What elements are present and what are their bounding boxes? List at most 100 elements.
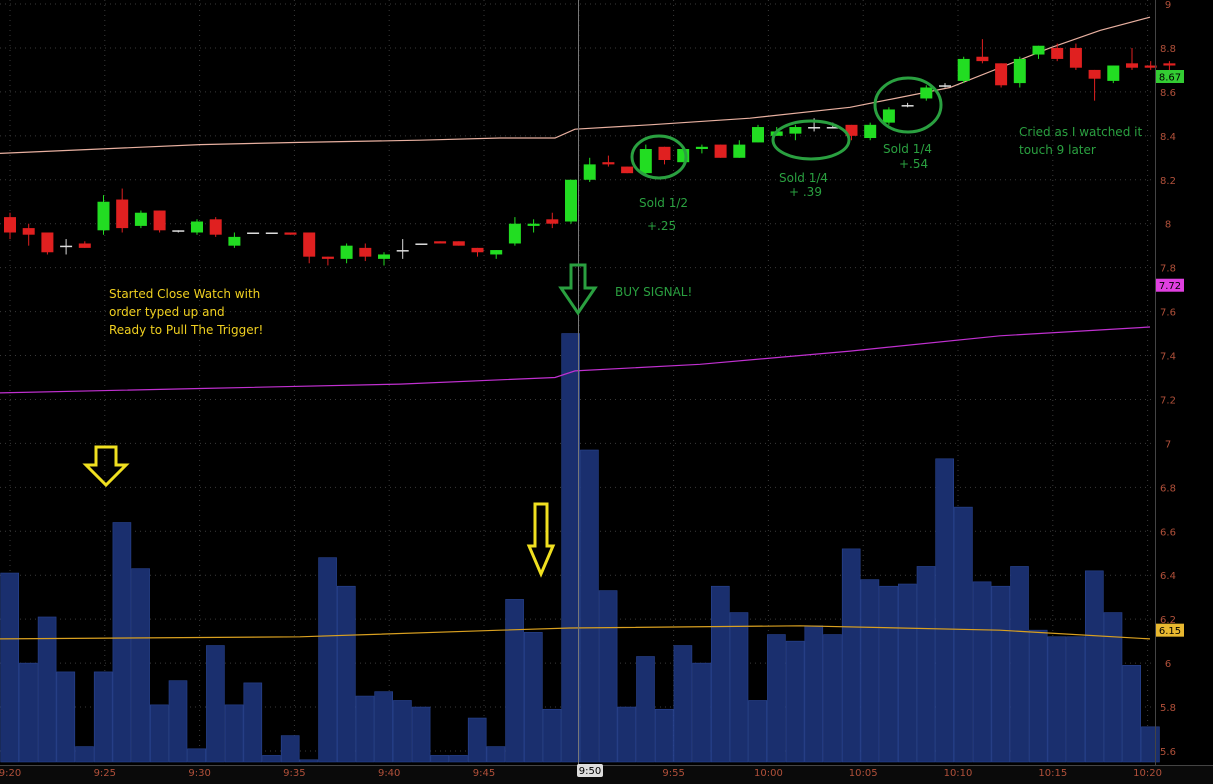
volume-bar <box>318 557 337 763</box>
y-tick-label: 7.6 <box>1160 308 1176 319</box>
y-tick-label: 7.2 <box>1160 395 1176 406</box>
volume-bar <box>206 645 225 763</box>
candle-body <box>41 232 54 253</box>
candle-body <box>1163 63 1176 66</box>
candle-body <box>714 144 727 158</box>
x-axis-ticks: 9:20 9:25 9:30 9:35 9:40 9:45 9:55 10:00 10:05 10… <box>0 768 1162 779</box>
x-tick-label: 9:55 <box>662 768 684 779</box>
x-tick-label: 9:35 <box>283 768 305 779</box>
y-tick-label: 9 <box>1165 0 1171 11</box>
volume-bar <box>617 706 637 763</box>
candle-body <box>191 221 203 233</box>
candle-body <box>939 85 951 87</box>
annotation-shapes <box>82 76 943 578</box>
price-badges: 8.677.726.15 <box>1156 70 1184 637</box>
lower-band-line <box>0 326 1151 394</box>
volume-bar <box>1066 636 1085 763</box>
volume-bar <box>168 680 188 763</box>
volume-bar <box>37 616 57 763</box>
candle-body <box>359 247 372 257</box>
x-tick-label: 10:15 <box>1038 768 1067 779</box>
price-badge <box>1156 278 1184 292</box>
candle-body <box>583 164 596 180</box>
volume-bar <box>561 333 581 763</box>
candle-body <box>265 232 278 234</box>
crosshair-time-label: 9:50 <box>579 766 601 777</box>
candle-body <box>695 146 708 150</box>
annotation-text: touch 9 later <box>1019 143 1096 157</box>
annotation-text: Sold 1/2 <box>639 196 688 210</box>
volume-bar <box>1085 570 1104 763</box>
candle-body <box>1069 47 1082 68</box>
annotation-text: Sold 1/4 <box>779 171 828 185</box>
candle-body <box>1013 58 1026 84</box>
candle-body <box>565 179 577 222</box>
annotation-texts: Started Close Watch with order typed up … <box>109 125 1142 337</box>
volume-bar <box>692 662 711 763</box>
candle-body <box>527 223 540 226</box>
volume-bar <box>299 759 319 763</box>
volume-bar <box>449 755 468 763</box>
volume-bar <box>954 506 973 763</box>
volume-bar <box>336 585 356 763</box>
candle-body <box>1144 65 1157 68</box>
volume-average-line <box>0 625 1151 640</box>
candles <box>4 39 1176 266</box>
annotation-text: Cried as I watched it <box>1019 125 1142 139</box>
y-tick-label: 8.8 <box>1160 44 1176 55</box>
volume-bar <box>131 568 150 763</box>
x-tick-label: 9:20 <box>0 768 21 779</box>
volume-bar <box>280 735 300 763</box>
volume-bar <box>467 717 487 763</box>
candle-body <box>845 124 858 136</box>
volume-bar <box>1141 726 1160 763</box>
volume-bar <box>393 700 412 763</box>
y-tick-label: 8.2 <box>1160 176 1176 187</box>
volume-bar <box>430 755 450 763</box>
candle-body <box>228 236 241 246</box>
candle-body <box>658 146 671 160</box>
candle-body <box>22 228 35 235</box>
candle-body <box>452 241 465 246</box>
candle-body <box>546 219 559 224</box>
y-tick-label: 8.6 <box>1160 88 1176 99</box>
candle-body <box>957 58 970 81</box>
candle-body <box>639 149 652 174</box>
volume-bar <box>112 522 132 763</box>
candle-body <box>284 232 297 235</box>
candle-body <box>733 144 746 158</box>
y-tick-label: 6.4 <box>1160 571 1176 582</box>
x-tick-label: 10:10 <box>944 768 973 779</box>
volume-bar <box>879 585 898 763</box>
candle-body <box>808 127 821 129</box>
annotation-text: +.25 <box>647 219 676 233</box>
volume-bar <box>935 458 955 763</box>
y-tick-label: 7.8 <box>1160 264 1176 275</box>
candle-body <box>920 87 933 99</box>
yellow-arrow-2 <box>526 502 556 578</box>
volume-bar <box>916 566 936 763</box>
volume-bar <box>860 579 880 763</box>
volume-bar <box>785 640 805 763</box>
candle-body <box>995 63 1008 86</box>
candle-body <box>415 243 428 245</box>
x-tick-label: 10:00 <box>754 768 783 779</box>
volume-bar <box>0 572 19 763</box>
green-circle-2 <box>771 119 851 161</box>
volume-bar <box>56 671 76 763</box>
y-tick-label: 8.4 <box>1160 132 1176 143</box>
candle-body <box>490 250 503 255</box>
price-badge-label: 8.67 <box>1159 73 1181 84</box>
price-badge <box>1156 70 1184 84</box>
y-tick-label: 6.8 <box>1160 483 1176 494</box>
x-tick-label: 9:45 <box>473 768 495 779</box>
candle-body <box>1107 65 1120 81</box>
candle-body <box>1032 45 1045 55</box>
volume-bar <box>262 755 281 763</box>
candle-body <box>901 105 914 107</box>
price-badge-label: 6.15 <box>1159 626 1181 637</box>
green-circle-3 <box>873 76 943 134</box>
y-tick-label: 5.8 <box>1160 703 1176 714</box>
candle-body <box>60 245 73 248</box>
volume-bar <box>224 704 244 763</box>
